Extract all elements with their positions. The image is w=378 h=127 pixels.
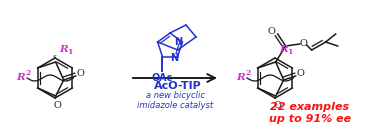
Text: N: N (174, 37, 183, 47)
Text: N: N (170, 53, 179, 62)
Text: O: O (297, 69, 305, 78)
Text: imidazole catalyst: imidazole catalyst (137, 101, 213, 110)
Text: 2: 2 (25, 69, 31, 77)
Text: up to 91% ee: up to 91% ee (269, 114, 351, 124)
Text: O: O (300, 38, 308, 47)
Text: R: R (280, 44, 288, 53)
Text: 1: 1 (67, 48, 72, 56)
Text: O: O (77, 69, 85, 78)
Text: R: R (60, 44, 68, 53)
Text: R: R (237, 74, 245, 83)
Text: R: R (17, 74, 25, 83)
Text: 22 examples: 22 examples (270, 102, 350, 112)
Text: 1: 1 (287, 48, 292, 56)
Text: a new bicyclic: a new bicyclic (146, 91, 204, 100)
Text: s: s (53, 53, 56, 61)
Text: O: O (274, 100, 282, 109)
Text: O: O (268, 27, 276, 36)
Text: O: O (54, 100, 62, 109)
Text: 2: 2 (245, 69, 251, 77)
Text: OAc: OAc (152, 73, 173, 83)
Text: AcO-TIP: AcO-TIP (154, 81, 202, 91)
